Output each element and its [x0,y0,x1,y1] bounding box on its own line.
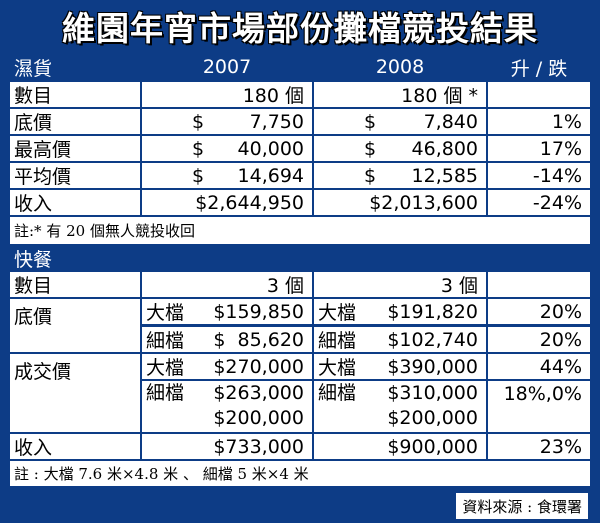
amount: $200,000 [213,407,304,429]
currency-symbol: $ [192,164,205,187]
row-label: 數目 [10,272,140,297]
amount: 14,694 [237,164,304,187]
value-change: 17% [488,136,590,161]
value-change: 20% [488,299,590,324]
stall-type: 大檔 [318,357,357,379]
amount: $390,000 [387,355,478,378]
value-2007: $2,644,950 [142,190,312,215]
amount: $191,820 [387,300,478,323]
value-change: 20% [488,327,590,352]
amount: $200,000 [387,407,478,429]
stall-type: 大檔 [146,357,185,379]
table-row: 平均價 $14,694 $12,585 -14% [10,163,590,188]
value-2008: 細檔 $102,740 [314,327,486,352]
wet-header-row: 濕貨 2007 2008 升 / 跌 [10,54,590,80]
value-2008: $12,585 [314,163,486,188]
value-2008: 大檔 $390,000 [314,354,486,379]
base-price-group: 底價 [10,299,590,352]
value-2007: 大檔 $270,000 [142,354,312,379]
value-2007: 細檔 $263,000 $200,000 [142,381,312,432]
value-2008: $46,800 [314,136,486,161]
value-2007: $40,000 [142,136,312,161]
amount: $159,850 [213,300,304,323]
table-row: 數目 3 個 3 個 [10,272,590,297]
table-row: 最高價 $40,000 $46,800 17% [10,136,590,161]
value-2008: $900,000 [314,434,486,459]
header-2007: 2007 [142,54,312,80]
row-label: 底價 [10,109,140,134]
value-2007: $733,000 [142,434,312,459]
value-change [488,272,590,297]
currency-symbol: $ [364,164,377,187]
snack-section-label: 快餐 [14,248,53,271]
amount: 7,750 [249,110,304,133]
currency-symbol: $ [364,137,377,160]
row-label: 成交價 [10,354,140,432]
value-change: -24% [488,190,590,215]
value-2007: 大檔 $159,850 [142,299,312,324]
snack-footnote: 註 : 大檔 7.6 米×4.8 米 、 細檔 5 米×4 米 [10,461,590,486]
stall-type: 細檔 [146,382,185,404]
row-label: 數目 [10,82,140,107]
amount: 46,800 [411,137,478,160]
amount: 40,000 [237,137,304,160]
source-credit: 資料來源 : 食環署 [456,493,588,519]
value-2008: 大檔 $191,820 [314,299,486,324]
amount: $102,740 [387,328,478,351]
amount: $270,000 [213,355,304,378]
table-row: 大檔 $270,000 大檔 $390,000 44% [10,354,590,379]
value-2007: 3 個 [142,272,312,297]
table-row: 細檔 $ 85,620 細檔 $102,740 20% [10,327,590,352]
currency-symbol: $ [364,110,377,133]
row-label: 收入 [10,190,140,215]
value-2007: 細檔 $ 85,620 [142,327,312,352]
value-change: 44% [488,354,590,379]
stall-type: 細檔 [318,330,357,352]
deal-price-group: 成交價 [10,354,590,432]
table-row: 數目 180 個 180 個 * [10,82,590,107]
value-2008: 細檔 $310,000 $200,000 [314,381,486,432]
header-2008: 2008 [314,54,486,80]
value-2007: $14,694 [142,163,312,188]
amount: $310,000 [387,382,478,404]
currency-symbol: $ [192,110,205,133]
amount: $ 85,620 [213,328,304,351]
row-label: 底價 [10,299,140,352]
stall-type: 大檔 [146,302,185,324]
value-2007: $7,750 [142,109,312,134]
row-label: 平均價 [10,163,140,188]
wet-footnote: 註:* 有 20 個無人競投收回 [10,217,590,244]
value-2008: $2,013,600 [314,190,486,215]
table-row: 大檔 $159,850 大檔 $191,820 20% [10,299,590,324]
table-row: 底價 $7,750 $7,840 1% [10,109,590,134]
value-change: 18%,0% [488,381,590,432]
value-change: -14% [488,163,590,188]
stall-type: 細檔 [318,382,357,404]
table-row: 收入 $2,644,950 $2,013,600 -24% [10,190,590,215]
row-label: 最高價 [10,136,140,161]
value-2008: $7,840 [314,109,486,134]
amount: 7,840 [423,110,478,133]
table-row: 收入 $733,000 $900,000 23% [10,434,590,459]
page-title: 維園年宵市場部份攤檔競投結果 [62,9,538,48]
value-2007: 180 個 [142,82,312,107]
value-2008: 3 個 [314,272,486,297]
table-row: 細檔 $263,000 $200,000 細檔 $310,000 $200,00… [10,381,590,432]
header-change: 升 / 跌 [488,54,590,80]
value-change: 23% [488,434,590,459]
value-change [488,82,590,107]
currency-symbol: $ [192,137,205,160]
value-change: 1% [488,109,590,134]
stall-type: 大檔 [318,302,357,324]
wet-section-label: 濕貨 [10,54,140,80]
amount: 12,585 [411,164,478,187]
row-label: 收入 [10,434,140,459]
amount: $263,000 [213,382,304,404]
value-2008: 180 個 * [314,82,486,107]
stall-type: 細檔 [146,330,185,352]
